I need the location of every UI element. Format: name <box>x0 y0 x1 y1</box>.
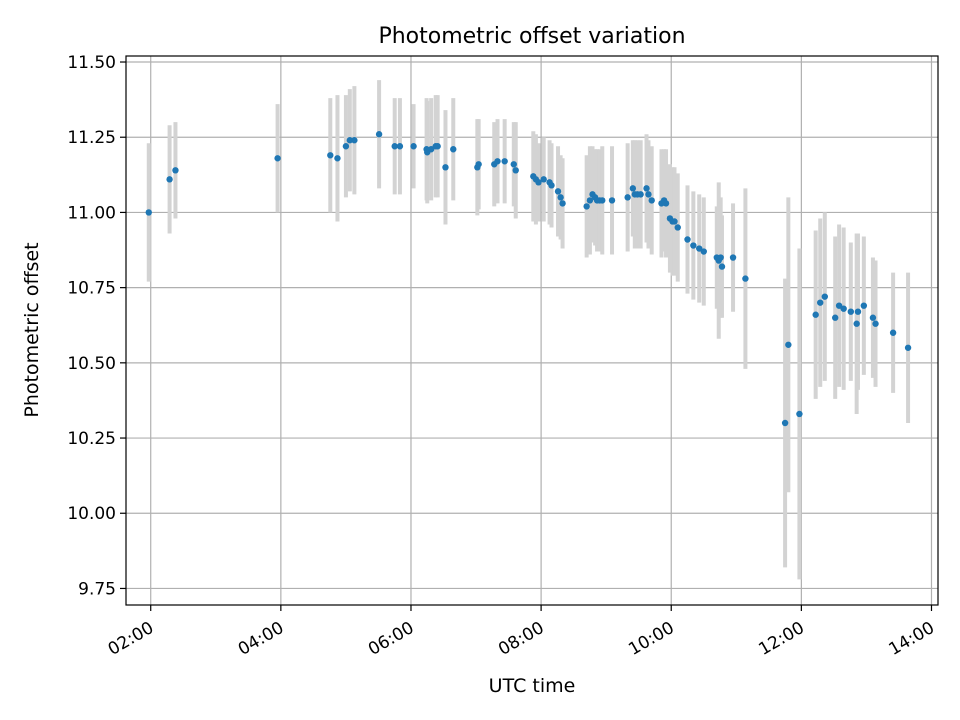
data-point <box>645 191 652 198</box>
data-point <box>624 194 631 201</box>
data-point <box>554 188 562 195</box>
data-point <box>442 164 449 171</box>
y-axis-ticks: 9.75 10.00 10.25 10.50 10.75 11.00 11.25 11.50 <box>67 53 126 599</box>
data-point <box>690 242 697 249</box>
data-point <box>700 248 707 255</box>
y-axis-label: Photometric offset <box>21 242 43 417</box>
data-point <box>796 410 803 418</box>
data-point <box>501 158 508 165</box>
data-point <box>540 176 547 183</box>
data-point <box>821 293 828 300</box>
y-tick-label: 11.00 <box>67 203 116 223</box>
data-point <box>396 143 404 150</box>
data-point <box>717 254 724 261</box>
data-point <box>781 419 789 427</box>
data-point <box>718 263 726 270</box>
data-point <box>334 155 341 162</box>
y-tick-label: 9.75 <box>78 579 116 599</box>
data-point <box>662 200 670 207</box>
y-tick-label: 10.75 <box>67 279 116 299</box>
data-point <box>342 143 350 150</box>
data-point <box>434 143 441 150</box>
data-point <box>166 176 173 183</box>
data-point <box>696 245 703 252</box>
data-point <box>840 305 847 312</box>
chart-title: Photometric offset variation <box>378 24 685 49</box>
data-point <box>889 329 897 336</box>
data-point <box>510 161 517 168</box>
data-point <box>831 314 839 321</box>
data-point <box>450 146 457 153</box>
data-point <box>629 185 637 192</box>
data-point <box>869 314 877 321</box>
data-point <box>742 275 749 282</box>
data-points <box>145 131 912 427</box>
data-point <box>351 137 358 144</box>
data-point <box>674 224 681 231</box>
data-point <box>586 197 594 204</box>
data-point <box>559 200 566 207</box>
data-point <box>535 179 542 186</box>
data-point <box>427 146 435 153</box>
data-point <box>145 209 152 216</box>
data-point <box>346 137 354 144</box>
data-point <box>391 143 398 150</box>
y-tick-label: 10.25 <box>67 429 116 449</box>
data-point <box>172 167 179 174</box>
y-tick-label: 11.50 <box>67 53 116 73</box>
data-point <box>854 308 862 315</box>
data-point <box>608 197 616 204</box>
data-point <box>812 311 819 318</box>
y-tick-label: 11.25 <box>67 128 116 148</box>
data-point <box>648 197 655 204</box>
data-point <box>860 302 868 309</box>
data-point <box>729 254 737 261</box>
data-point <box>847 308 855 315</box>
data-point <box>872 320 879 327</box>
data-point <box>684 236 691 243</box>
data-point <box>637 191 644 198</box>
data-point <box>410 143 417 150</box>
data-point <box>557 194 564 201</box>
x-axis-label: UTC time <box>489 675 576 697</box>
data-point <box>274 155 281 162</box>
data-point <box>904 344 912 351</box>
data-point <box>817 299 824 306</box>
data-point <box>512 167 519 174</box>
data-point <box>643 185 650 192</box>
data-point <box>475 161 482 168</box>
data-point <box>494 158 501 165</box>
data-point <box>599 197 606 204</box>
data-point <box>671 218 678 225</box>
data-point <box>785 341 792 348</box>
data-point <box>853 320 860 327</box>
y-tick-label: 10.00 <box>67 504 116 524</box>
plot-frame <box>125 55 939 606</box>
y-tick-label: 10.50 <box>67 354 116 374</box>
data-point <box>548 182 555 189</box>
data-point <box>375 131 383 138</box>
data-point <box>327 152 334 159</box>
data-point <box>835 302 843 309</box>
data-point <box>583 203 590 210</box>
